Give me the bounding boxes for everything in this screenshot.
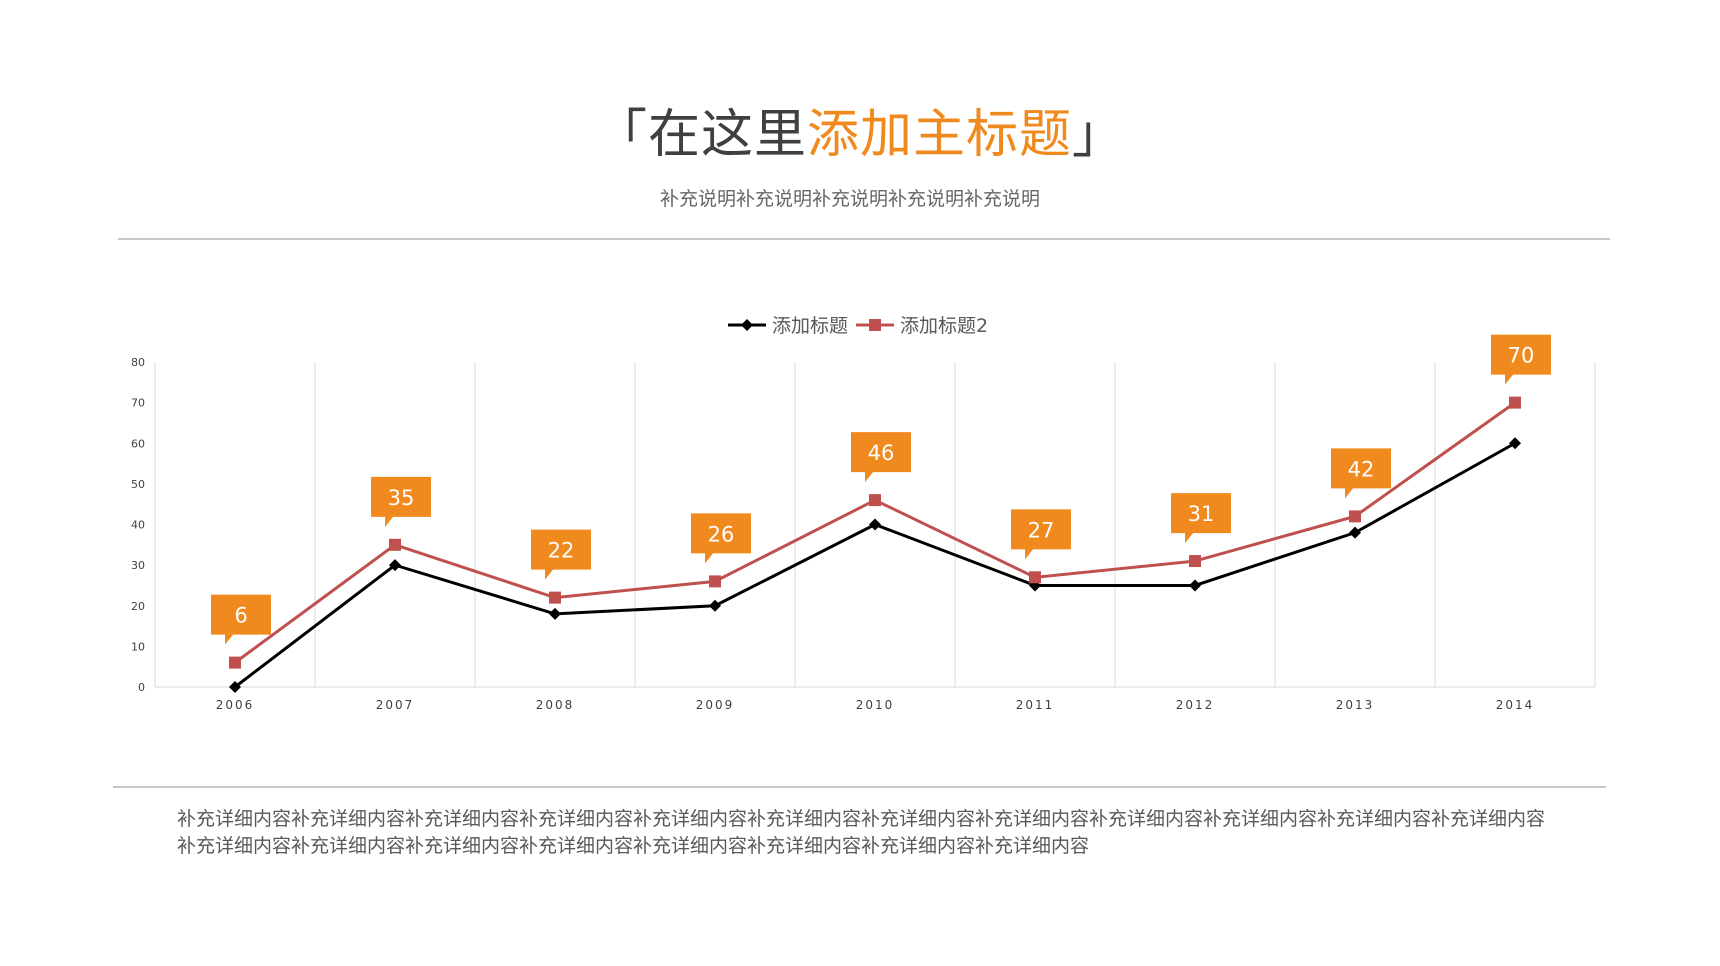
data-label: 6 [234, 604, 247, 628]
legend-square-icon [869, 319, 882, 331]
y-tick-label: 10 [131, 640, 145, 653]
y-tick-label: 0 [138, 681, 145, 694]
x-tick-label: 2008 [536, 698, 575, 712]
data-point-diamond [549, 607, 561, 620]
data-point-diamond [869, 518, 881, 531]
data-label-callout [1171, 493, 1231, 544]
page-title: 「在这里添加主标题」 [0, 92, 1720, 167]
data-point-diamond [709, 599, 721, 612]
legend-label: 添加标题2 [900, 315, 988, 337]
data-label-callout [691, 513, 751, 564]
legend-diamond-icon [741, 319, 753, 331]
data-point-diamond [389, 559, 401, 572]
data-label-callout [211, 594, 271, 645]
x-tick-label: 2006 [216, 698, 255, 712]
data-point-square [709, 575, 721, 588]
data-label-callout [531, 529, 591, 580]
data-label: 42 [1348, 457, 1375, 481]
data-point-square [1509, 396, 1521, 409]
data-label-callout [371, 476, 431, 527]
title-highlight: 添加主标题 [807, 105, 1073, 165]
data-label: 26 [708, 522, 735, 546]
y-tick-label: 60 [131, 437, 145, 450]
legend-label: 添加标题 [772, 315, 848, 337]
data-label: 27 [1028, 518, 1055, 542]
data-label: 35 [388, 486, 415, 510]
bottom-divider [113, 786, 1606, 788]
x-tick-label: 2010 [856, 698, 895, 712]
subtitle: 补充说明补充说明补充说明补充说明补充说明 [659, 188, 1040, 210]
data-label: 70 [1508, 344, 1535, 368]
x-tick-label: 2009 [696, 698, 735, 712]
data-point-square [1029, 571, 1041, 584]
y-tick-label: 30 [131, 559, 145, 572]
title-bracket-close: 」 [1072, 105, 1126, 165]
x-tick-label: 2013 [1336, 698, 1375, 712]
data-point-square [389, 538, 401, 551]
title-plain: 在这里 [647, 105, 807, 165]
top-divider [118, 238, 1610, 240]
x-tick-label: 2012 [1176, 698, 1215, 712]
body-text: 补充详细内容补充详细内容补充详细内容补充详细内容补充详细内容补充详细内容补充详细… [177, 808, 1546, 857]
data-label-callout [1331, 448, 1391, 499]
data-label: 46 [868, 441, 895, 465]
x-tick-label: 2007 [376, 698, 415, 712]
data-point-square [1349, 510, 1361, 523]
data-point-diamond [1189, 579, 1201, 592]
y-tick-label: 40 [131, 519, 145, 532]
x-tick-label: 2014 [1496, 698, 1535, 712]
y-tick-label: 70 [131, 397, 145, 410]
y-tick-label: 80 [131, 356, 145, 369]
data-point-square [869, 494, 881, 507]
data-point-square [549, 591, 561, 604]
data-label-callout [1011, 509, 1071, 560]
data-label: 22 [548, 539, 575, 563]
y-tick-label: 50 [131, 478, 145, 491]
data-point-diamond [229, 681, 241, 693]
data-point-diamond [1509, 437, 1521, 450]
x-tick-label: 2011 [1016, 698, 1055, 712]
data-label-callout [851, 432, 911, 483]
data-label: 31 [1188, 502, 1215, 526]
data-point-diamond [1349, 526, 1361, 539]
data-label-callout [1491, 334, 1551, 385]
data-point-square [1189, 555, 1201, 568]
title-bracket-open: 「 [594, 105, 648, 165]
data-point-square [229, 656, 241, 669]
y-tick-label: 20 [131, 600, 145, 613]
